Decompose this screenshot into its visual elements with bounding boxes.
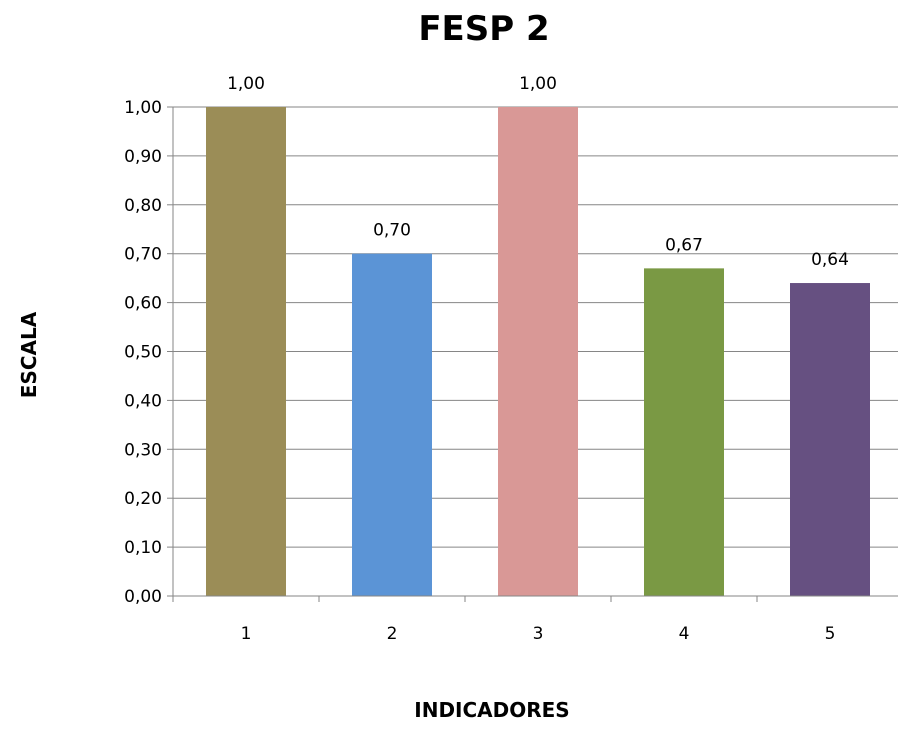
data-label: 0,67 (665, 235, 703, 255)
bar-2 (352, 253, 432, 596)
x-tick-label: 2 (387, 624, 398, 644)
x-tick-label: 5 (825, 624, 836, 644)
y-tick-label: 0,80 (124, 196, 162, 216)
y-tick-label: 0,10 (124, 538, 162, 558)
data-label: 0,64 (811, 250, 849, 270)
data-label: 1,00 (227, 74, 265, 94)
x-tick-label: 4 (679, 624, 690, 644)
y-tick-label: 1,00 (124, 98, 162, 118)
bars (206, 107, 870, 596)
y-tick-label: 0,40 (124, 391, 162, 411)
x-tick-label: 1 (241, 624, 252, 644)
x-tick-label: 3 (533, 624, 544, 644)
bar-4 (644, 268, 724, 596)
y-tick-label: 0,60 (124, 294, 162, 314)
y-tick-label: 0,70 (124, 245, 162, 265)
y-tick-label: 0,30 (124, 440, 162, 460)
x-axis-title: INDICADORES (414, 698, 569, 722)
bar-5 (790, 283, 870, 596)
y-tick-label: 0,90 (124, 147, 162, 167)
chart-title: FESP 2 (418, 9, 549, 49)
data-label: 0,70 (373, 221, 411, 241)
bar-1 (206, 107, 286, 596)
data-label: 1,00 (519, 74, 557, 94)
labels: 0,00 0,10 0,20 0,30 0,40 0,50 0,60 0,70 0,80 0,90… (124, 74, 849, 644)
y-tick-label: 0,20 (124, 489, 162, 509)
y-tick-label: 0,00 (124, 587, 162, 607)
y-tick-label: 0,50 (124, 343, 162, 363)
y-axis-title: ESCALA (17, 311, 41, 398)
axes (167, 106, 898, 602)
bar-3 (498, 107, 578, 596)
